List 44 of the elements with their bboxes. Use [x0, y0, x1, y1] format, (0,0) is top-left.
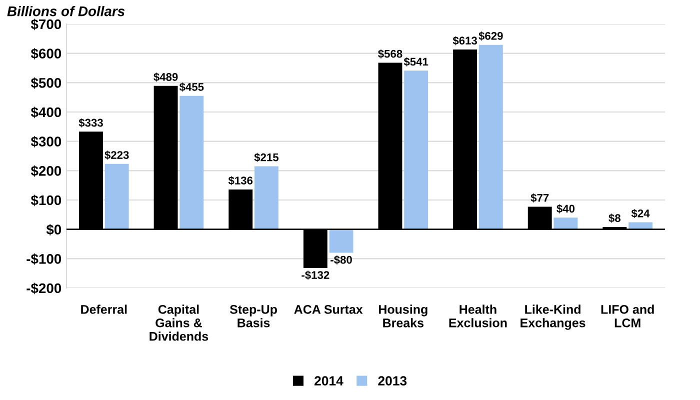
legend-label: 2013 — [378, 376, 407, 386]
data-label: $8 — [608, 214, 621, 223]
x-tick-label: Health Exclusion — [449, 304, 507, 328]
data-label: -$132 — [302, 270, 330, 280]
bar — [180, 96, 204, 230]
data-label: $223 — [104, 150, 129, 160]
y-tick-label: $100 — [30, 194, 62, 206]
data-label: $24 — [631, 208, 650, 218]
bar — [404, 70, 428, 230]
data-label: $136 — [228, 176, 253, 186]
data-label: $77 — [530, 193, 549, 202]
data-label: $40 — [556, 204, 575, 214]
bar — [554, 218, 578, 230]
y-tick-label: -$200 — [26, 282, 62, 294]
y-tick-label: $300 — [30, 136, 62, 148]
data-label: $568 — [378, 49, 402, 58]
data-label: $215 — [254, 152, 279, 162]
y-tick-label: $200 — [30, 165, 62, 177]
x-tick-label: LIFO and LCM — [601, 304, 654, 328]
bar — [478, 44, 503, 230]
y-tick-label: $600 — [30, 48, 62, 60]
y-tick-label: $0 — [46, 224, 62, 236]
y-tick-label: $500 — [30, 77, 62, 89]
x-tick-label: Capital Gains & Dividends — [150, 304, 208, 341]
y-tick-label: $400 — [30, 106, 62, 118]
bar — [254, 166, 278, 230]
x-tick-label: Housing Breaks — [378, 304, 428, 328]
legend-label: 2014 — [314, 376, 344, 386]
y-tick-label: $700 — [30, 18, 62, 30]
data-label: $629 — [478, 31, 503, 41]
data-label: $455 — [179, 82, 204, 92]
data-label: $489 — [154, 72, 178, 82]
x-tick-label: Deferral — [81, 304, 127, 314]
y-axis-title: Billions of Dollars — [7, 6, 125, 16]
x-tick-label: Step-Up Basis — [230, 304, 277, 328]
bar — [104, 164, 129, 230]
x-tick-label: ACA Surtax — [294, 304, 363, 314]
data-label: $613 — [452, 36, 477, 46]
data-label: $333 — [78, 118, 103, 128]
data-label: -$80 — [330, 255, 352, 264]
y-tick-label: -$100 — [26, 253, 62, 265]
x-tick-label: Like-Kind Exchanges — [520, 304, 586, 330]
bar — [329, 229, 354, 253]
data-label: $541 — [404, 57, 428, 66]
